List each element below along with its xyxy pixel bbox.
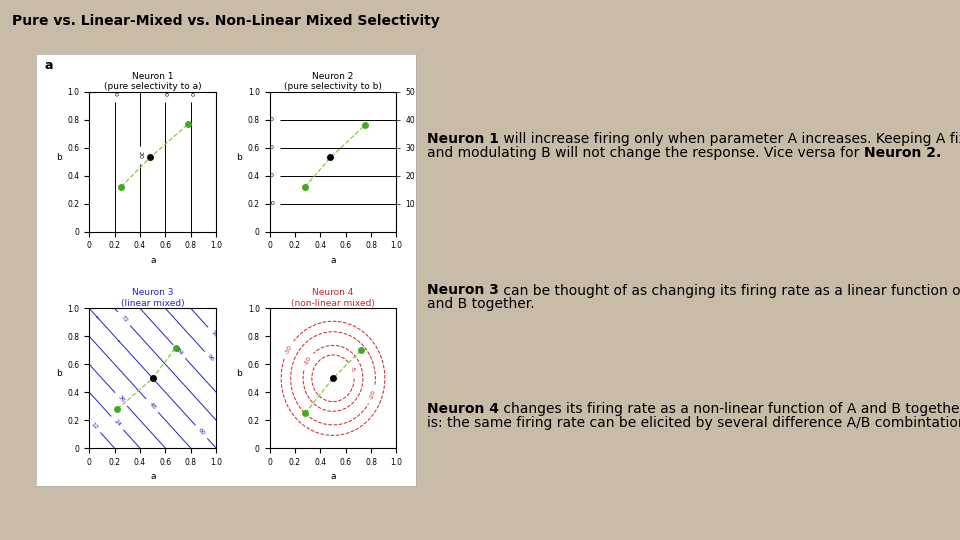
Text: 30: 30 xyxy=(163,89,168,97)
Text: 24: 24 xyxy=(112,418,122,428)
Y-axis label: b: b xyxy=(57,153,62,161)
Text: is: the same firing rate can be elicited by several difference A/B combintations: is: the same firing rate can be elicited… xyxy=(427,416,960,430)
Text: -5: -5 xyxy=(349,366,356,373)
Text: 96: 96 xyxy=(206,354,215,363)
Y-axis label: b: b xyxy=(57,369,62,379)
Text: -10: -10 xyxy=(302,356,312,367)
Text: 30: 30 xyxy=(267,145,275,150)
Text: 36: 36 xyxy=(116,395,126,404)
Text: 108: 108 xyxy=(209,329,221,341)
Text: 12: 12 xyxy=(90,421,99,430)
Text: 48: 48 xyxy=(148,401,156,410)
X-axis label: a: a xyxy=(330,472,336,482)
Text: 40: 40 xyxy=(188,89,193,97)
Y-axis label: b: b xyxy=(236,369,242,379)
Text: 72: 72 xyxy=(119,314,129,323)
Title: Neuron 2
(pure selectivity to b): Neuron 2 (pure selectivity to b) xyxy=(284,72,382,91)
Text: Neuron 3: Neuron 3 xyxy=(427,284,499,298)
Text: Pure vs. Linear-Mixed vs. Non-Linear Mixed Selectivity: Pure vs. Linear-Mixed vs. Non-Linear Mix… xyxy=(12,14,440,28)
Text: will increase firing only when parameter A increases. Keeping A fixed: will increase firing only when parameter… xyxy=(499,132,960,146)
Y-axis label: b: b xyxy=(236,153,242,161)
Text: Neuron 2.: Neuron 2. xyxy=(864,146,941,160)
Text: and modulating B will not change the response. Vice versa for: and modulating B will not change the res… xyxy=(427,146,864,160)
Title: Neuron 4
(non-linear mixed): Neuron 4 (non-linear mixed) xyxy=(291,288,375,308)
Text: and B together.: and B together. xyxy=(427,297,535,311)
Text: 10: 10 xyxy=(267,201,275,206)
Text: 40: 40 xyxy=(267,117,275,122)
Text: changes its firing rate as a non-linear function of A and B together. That: changes its firing rate as a non-linear … xyxy=(499,402,960,416)
Text: 20: 20 xyxy=(267,173,275,178)
Text: Neuron 4: Neuron 4 xyxy=(427,402,499,416)
X-axis label: a: a xyxy=(150,256,156,265)
Text: Neuron 1: Neuron 1 xyxy=(427,132,499,146)
Text: 20: 20 xyxy=(137,151,142,159)
Text: -20: -20 xyxy=(369,389,376,400)
Text: a: a xyxy=(44,59,53,72)
Text: 10: 10 xyxy=(112,89,117,97)
Title: Neuron 3
(linear mixed): Neuron 3 (linear mixed) xyxy=(121,288,184,308)
Text: 60: 60 xyxy=(197,427,205,436)
Title: Neuron 1
(pure selectivity to a): Neuron 1 (pure selectivity to a) xyxy=(104,72,202,91)
X-axis label: a: a xyxy=(150,472,156,482)
Text: -30: -30 xyxy=(283,344,293,355)
Text: 84: 84 xyxy=(175,347,183,356)
X-axis label: a: a xyxy=(330,256,336,265)
Text: can be thought of as changing its firing rate as a linear function of A: can be thought of as changing its firing… xyxy=(499,284,960,298)
